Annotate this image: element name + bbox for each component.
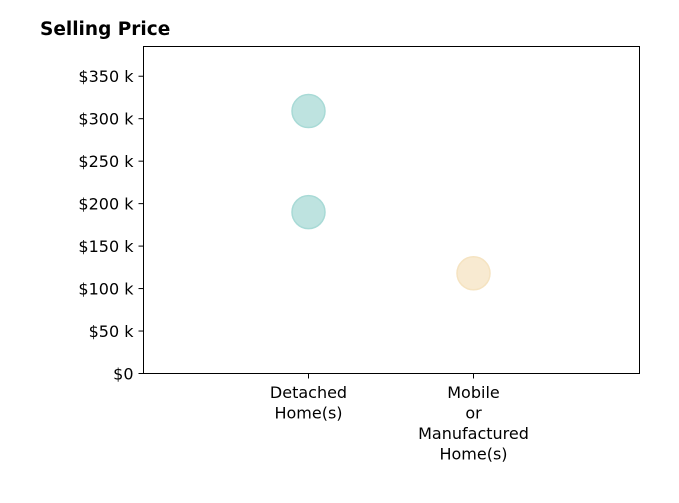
- plot-area: [143, 46, 640, 374]
- data-points: [291, 93, 491, 291]
- y-axis: $0 $50 k $100 k $150 k $200 k $250 k $300 k $35…: [78, 67, 144, 384]
- x-tick-label-line: Detached: [270, 383, 347, 402]
- y-tick-label: $250 k: [78, 152, 134, 171]
- x-tick-label: Detached Home(s): [270, 383, 347, 423]
- x-tick-label-line: or: [465, 404, 482, 423]
- y-tick-label: $300 k: [78, 110, 134, 129]
- x-tick-label-line: Home(s): [439, 445, 507, 464]
- chart-title: Selling Price: [40, 19, 170, 40]
- x-tick-label: Mobile or Manufactured Home(s): [418, 383, 529, 464]
- x-axis: Detached Home(s) Mobile or Manufactured Home(…: [270, 373, 529, 464]
- y-tick-label: $200 k: [78, 195, 134, 214]
- x-tick-label-line: Mobile: [447, 383, 499, 402]
- x-tick-label-line: Manufactured: [418, 424, 529, 443]
- x-tick-label-line: Home(s): [274, 404, 342, 423]
- data-point: [291, 194, 326, 230]
- y-tick-label: $150 k: [78, 237, 134, 256]
- y-tick-label: $350 k: [78, 67, 134, 86]
- y-tick-label: $0: [113, 365, 133, 384]
- y-tick-label: $100 k: [78, 280, 134, 299]
- data-point: [291, 93, 326, 129]
- data-point: [456, 256, 491, 291]
- y-tick-label: $50 k: [89, 322, 135, 341]
